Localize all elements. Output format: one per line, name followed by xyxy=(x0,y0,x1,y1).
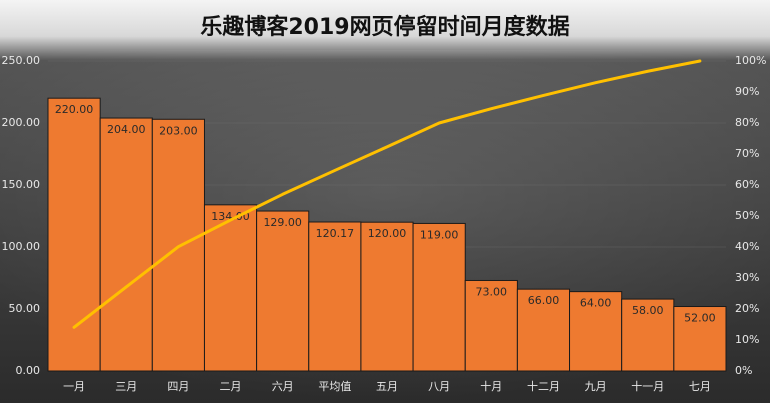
x-tick-label: 三月 xyxy=(115,380,137,393)
y2-tick-label: 90% xyxy=(735,85,759,98)
y2-tick-label: 70% xyxy=(735,147,759,160)
data-label: 120.17 xyxy=(316,227,355,240)
y2-tick-label: 50% xyxy=(735,209,759,222)
x-tick-label: 平均值 xyxy=(318,380,351,393)
data-label: 120.00 xyxy=(368,227,407,240)
y2-tick-label: 100% xyxy=(735,54,766,67)
line xyxy=(72,59,702,329)
x-tick-label: 八月 xyxy=(428,380,450,393)
y2-tick-label: 20% xyxy=(735,302,759,315)
y-tick-label: 0.00 xyxy=(16,364,41,377)
bar xyxy=(99,117,153,372)
y2-tick-label: 0% xyxy=(735,364,752,377)
y2-tick-label: 40% xyxy=(735,240,759,253)
data-label: 64.00 xyxy=(580,297,612,310)
bar xyxy=(673,306,727,372)
data-label: 203.00 xyxy=(159,124,198,137)
y-tick-label: 200.00 xyxy=(2,116,41,129)
bar xyxy=(308,221,362,372)
data-label: 204.00 xyxy=(107,123,146,136)
bar xyxy=(47,97,101,372)
y-tick-label: 250.00 xyxy=(2,54,41,67)
x-tick-label: 十月 xyxy=(480,379,502,393)
bar xyxy=(412,222,466,372)
data-label: 66.00 xyxy=(528,294,560,307)
data-label: 220.00 xyxy=(55,103,94,116)
data-label: 73.00 xyxy=(476,285,508,298)
data-label: 52.00 xyxy=(684,312,716,325)
y2-tick-label: 30% xyxy=(735,271,759,284)
x-tick-label: 四月 xyxy=(167,380,189,393)
bar xyxy=(360,221,414,372)
x-tick-label: 十二月 xyxy=(527,379,560,393)
bar xyxy=(569,291,623,372)
x-tick-label: 二月 xyxy=(220,380,242,393)
x-tick-label: 七月 xyxy=(689,380,711,393)
data-label: 58.00 xyxy=(632,304,664,317)
x-tick-label: 一月 xyxy=(63,380,85,393)
y2-tick-label: 10% xyxy=(735,333,759,346)
x-tick-label: 五月 xyxy=(376,380,398,393)
x-tick-label: 十一月 xyxy=(631,379,664,393)
data-label: 129.00 xyxy=(263,216,302,229)
y-tick-label: 50.00 xyxy=(9,302,41,315)
bar xyxy=(464,279,518,372)
x-tick-label: 九月 xyxy=(585,380,607,393)
y2-tick-label: 60% xyxy=(735,178,759,191)
bar xyxy=(256,210,310,372)
y-tick-label: 100.00 xyxy=(2,240,41,253)
bar xyxy=(516,288,571,372)
x-tick-label: 六月 xyxy=(272,380,294,393)
chart-title: 乐趣博客2019网页停留时间月度数据 xyxy=(200,14,569,40)
data-label: 119.00 xyxy=(420,228,459,241)
data-label: 134.00 xyxy=(211,210,250,223)
bar xyxy=(203,204,258,372)
y2-tick-label: 80% xyxy=(735,116,759,129)
y-tick-label: 150.00 xyxy=(2,178,41,191)
